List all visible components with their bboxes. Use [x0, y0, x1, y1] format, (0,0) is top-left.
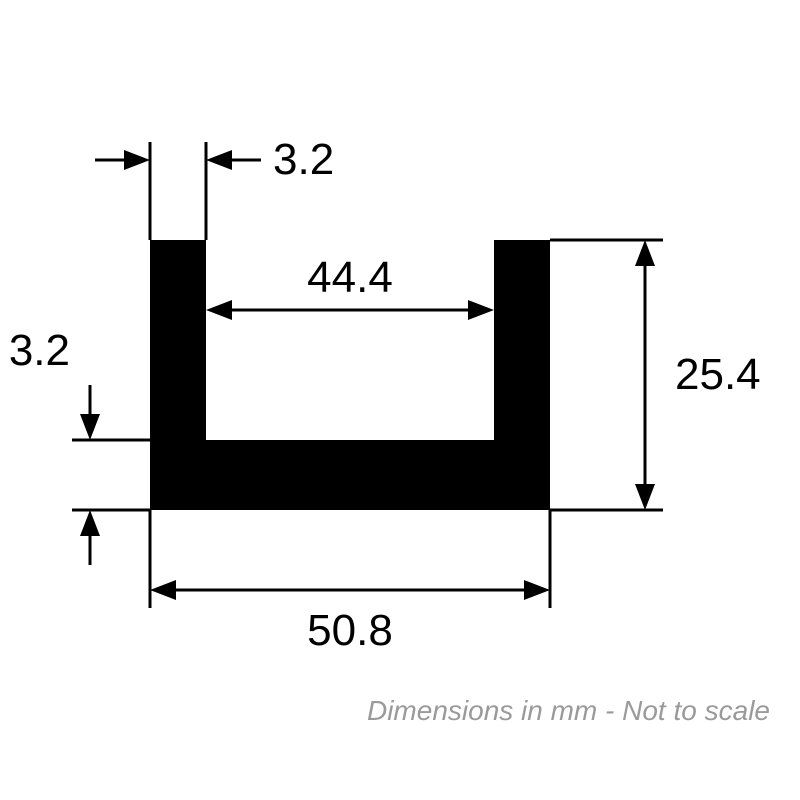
arrowhead [206, 150, 232, 170]
arrowhead [635, 240, 655, 266]
arrowhead [524, 580, 550, 600]
dim-inner-width: 44.4 [307, 253, 393, 302]
units-note: Dimensions in mm - Not to scale [367, 695, 770, 726]
arrowhead [635, 484, 655, 510]
dim-wall-thickness: 3.2 [273, 135, 334, 184]
arrowhead [468, 300, 494, 320]
u-channel-drawing: 50.8 25.4 44.4 3.2 3.2 Dimensions in mm - Not… [0, 0, 800, 800]
arrowhead [206, 300, 232, 320]
dim-outer-height: 25.4 [675, 350, 761, 399]
arrowhead [150, 580, 176, 600]
arrowhead [124, 150, 150, 170]
dim-base-thickness: 3.2 [9, 326, 70, 375]
arrowhead [80, 510, 100, 536]
dim-outer-width: 50.8 [307, 606, 393, 655]
arrowhead [80, 414, 100, 440]
